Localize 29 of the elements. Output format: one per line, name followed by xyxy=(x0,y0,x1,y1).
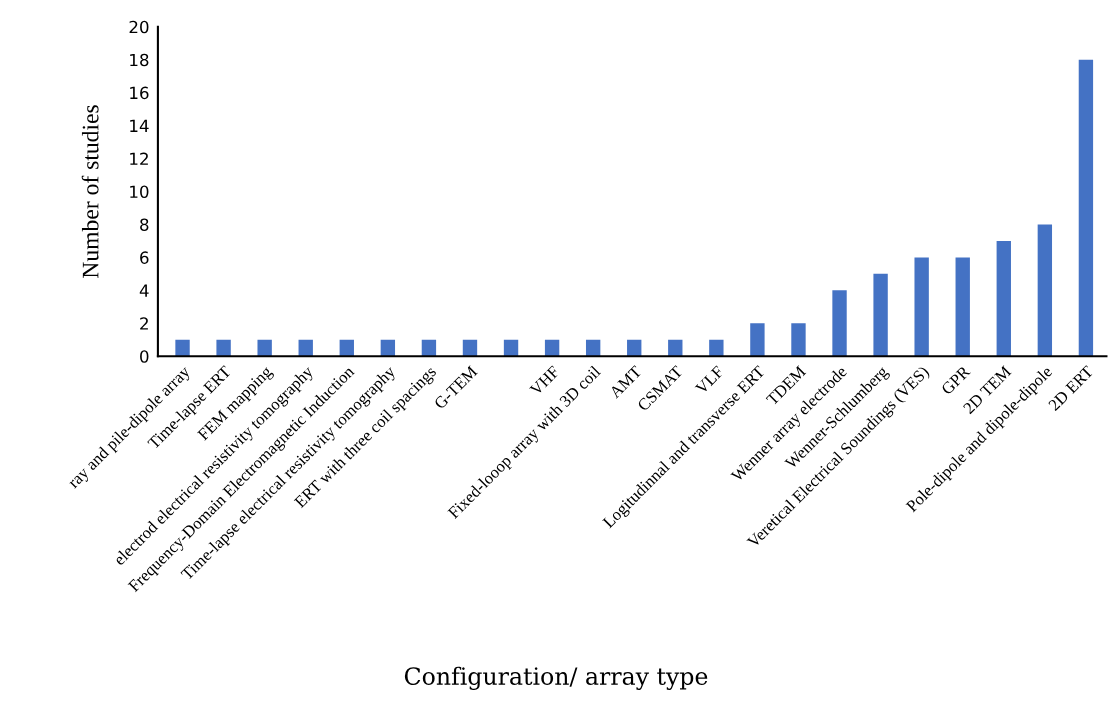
bar xyxy=(832,290,847,357)
bar xyxy=(955,257,970,357)
x-tick-label: GPR xyxy=(940,364,971,396)
y-tick-label: 16 xyxy=(130,86,149,100)
y-tick-label: 18 xyxy=(130,53,149,67)
y-tick-label: 12 xyxy=(130,152,148,165)
y-tick-label: 8 xyxy=(140,218,149,231)
y-tick-label: 10 xyxy=(130,185,149,199)
x-tick-label: VLF xyxy=(694,365,725,396)
bar xyxy=(750,323,765,357)
bar xyxy=(1037,224,1053,357)
y-tick-label: 2 xyxy=(140,317,148,330)
bar xyxy=(996,240,1011,357)
bar xyxy=(914,257,929,357)
y-tick-label: 6 xyxy=(140,251,149,264)
bar xyxy=(709,339,724,357)
bar xyxy=(257,339,272,357)
y-tick-label: 14 xyxy=(130,119,149,132)
bar xyxy=(873,273,888,357)
bar xyxy=(216,339,231,357)
x-axis-title: Configuration/ array type xyxy=(404,666,708,690)
y-axis-title: Number of studies xyxy=(81,105,99,279)
y-tick-label: 4 xyxy=(139,284,149,297)
x-tick-label: VHF xyxy=(529,365,561,397)
bar xyxy=(175,339,190,357)
bar xyxy=(791,323,806,357)
bar xyxy=(1078,59,1094,357)
y-tick-label: 20 xyxy=(129,20,149,34)
y-tick-label: 0 xyxy=(140,350,149,363)
